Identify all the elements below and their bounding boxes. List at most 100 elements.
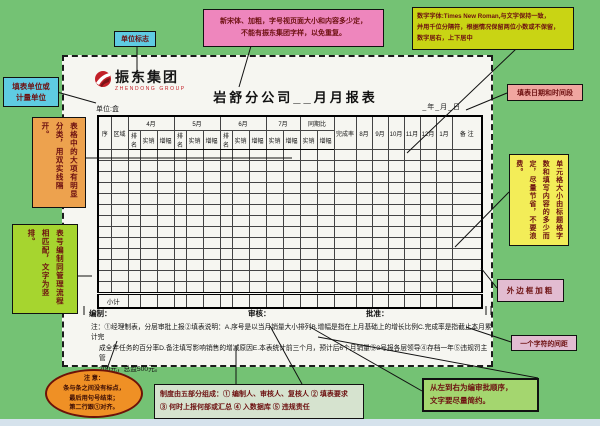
table-cell (185, 193, 204, 205)
table-cell (403, 193, 421, 205)
table-cell (387, 171, 405, 183)
callout-text: 表格中的大项有明显分类，用双实线隔开。 (40, 122, 79, 199)
callout-text: 一个字符的间距 (520, 341, 568, 348)
table-cell (173, 237, 187, 249)
table-cell (451, 281, 483, 294)
table-cell (265, 248, 284, 260)
table-cell (299, 292, 318, 309)
table-cell (127, 171, 141, 183)
callout-system-parts: 制度由五部分组成：① 编制人、审核人、复核人 ② 填表要求 ③ 何时上报何部或汇… (154, 384, 364, 419)
table-subheader-cell: 实销 (265, 130, 284, 150)
table-cell (202, 237, 221, 249)
table-cell (202, 182, 221, 194)
table-cell (316, 259, 335, 271)
table-cell (127, 259, 141, 271)
table-cell (333, 182, 357, 194)
table-cell (403, 171, 421, 183)
callout-text: 数字居右，上下居中 (417, 34, 473, 42)
table-cell (139, 226, 158, 238)
table-cell (282, 160, 301, 172)
table-cell (282, 204, 301, 216)
table-cell (156, 281, 175, 294)
report-table: 序区域 4月 5月 6月 7月 同期比 完成率 8月 9月 10月 11月 12月 1月备 注排名 实销增… (97, 115, 483, 309)
callout-notice-ellipse: 注 意： 条与条之间没有标点， 最后用句号结束； 第二行跟①对齐。 (45, 369, 143, 418)
table-cell (403, 226, 421, 238)
table-cell (185, 292, 204, 309)
signoff-approve: 批准： (366, 309, 389, 318)
table-cell (202, 248, 221, 260)
table-cell (371, 204, 389, 216)
table-cell (97, 182, 112, 194)
table-cell (265, 171, 284, 183)
table-cell (202, 281, 221, 294)
table-cell (451, 259, 483, 271)
table-cell (173, 160, 187, 172)
table-cell (265, 204, 284, 216)
table-header-cell: 完成率 (333, 115, 357, 150)
table-cell (231, 215, 250, 227)
table-cell (299, 281, 318, 294)
table-row (97, 226, 483, 238)
table-cell (451, 171, 483, 183)
note-line: 成全年任务的百分率D.备注填写影响销售的增减原因E.本表统计前三个月，预计后6个… (99, 344, 488, 363)
logo-text-cn: 振东集团 (115, 69, 179, 85)
table-cell (97, 193, 112, 205)
table-header-cell: 6月 (219, 115, 267, 131)
table-cell (387, 149, 405, 161)
subtotal-row: 小计 (97, 292, 483, 309)
table-cell (248, 182, 267, 194)
table-cell (355, 248, 373, 260)
table-cell (219, 237, 233, 249)
table-cell (371, 149, 389, 161)
table-cell (110, 259, 129, 271)
table-cell (316, 270, 335, 282)
table-cell (282, 182, 301, 194)
table-cell (419, 259, 437, 271)
report-sheet: 振东集团 ZHENDONG GROUP 岩舒分公司__月月报表 单位:盒 _年_… (62, 55, 493, 373)
report-table-body: 小计 (97, 149, 483, 309)
table-cell (435, 182, 453, 194)
table-cell (110, 149, 129, 161)
table-cell (282, 292, 301, 309)
table-cell (219, 226, 233, 238)
notice-line: 最后用句号结束； (69, 394, 119, 402)
table-cell (419, 204, 437, 216)
table-cell (282, 270, 301, 282)
table-cell (299, 171, 318, 183)
callout-text: 填表单位或 (12, 81, 50, 91)
table-cell (282, 237, 301, 249)
table-cell (451, 292, 483, 309)
table-cell (219, 281, 233, 294)
table-cell (185, 237, 204, 249)
signoff-prepare: 编制： (89, 309, 112, 318)
table-header-cell: 区域 (110, 115, 129, 150)
table-cell (299, 215, 318, 227)
table-cell (403, 160, 421, 172)
callout-text: 计量单位 (16, 93, 46, 102)
table-cell (248, 204, 267, 216)
table-row (97, 182, 483, 194)
table-cell (387, 204, 405, 216)
table-cell (419, 248, 437, 260)
table-cell (202, 292, 221, 309)
table-row (97, 204, 483, 216)
table-header-cell: 同期比 (299, 115, 335, 131)
table-cell (139, 204, 158, 216)
table-cell (219, 259, 233, 271)
table-cell (219, 215, 233, 227)
subtotal-label: 小计 (97, 292, 129, 309)
table-cell (219, 171, 233, 183)
callout-date-range: 填表日期和时间段 (507, 84, 583, 101)
table-cell (355, 171, 373, 183)
table-cell (333, 215, 357, 227)
table-cell (355, 259, 373, 271)
table-cell (219, 160, 233, 172)
table-cell (419, 149, 437, 161)
table-cell (156, 292, 175, 309)
table-cell (282, 259, 301, 271)
table-cell (202, 149, 221, 161)
table-header-cell: 7月 (265, 115, 301, 131)
table-cell (333, 237, 357, 249)
table-cell (333, 270, 357, 282)
table-cell (97, 204, 112, 216)
